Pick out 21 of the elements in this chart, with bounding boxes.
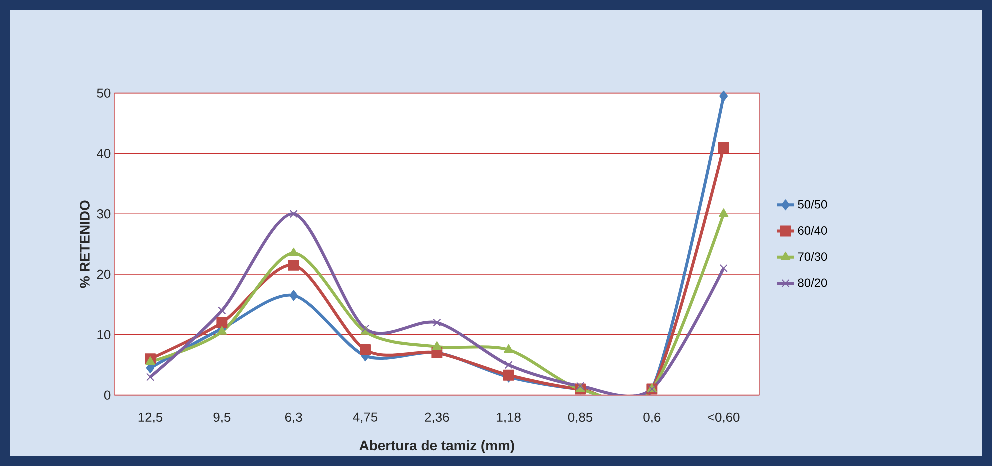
y-tick-label: 40 (97, 149, 111, 158)
legend-label: 50/50 (798, 200, 828, 209)
y-axis-title: % RETENIDO (80, 200, 90, 288)
legend-label: 80/20 (798, 278, 828, 288)
legend-label: 60/40 (798, 226, 828, 235)
x-tick-label: 0,6 (644, 412, 661, 424)
x-tick-label: 2,36 (425, 412, 450, 424)
x-tick-label: 9,5 (214, 412, 231, 424)
x-axis-title: Abertura de tamiz (mm) (360, 440, 514, 454)
x-tick-label: 1,18 (497, 412, 521, 424)
legend-label: 70/30 (798, 252, 828, 262)
y-tick-label: 50 (97, 88, 111, 98)
y-tick-label: 20 (97, 270, 111, 280)
y-tick-label: 10 (98, 330, 111, 340)
x-tick-label: 0,85 (568, 412, 593, 424)
x-tick-label: 6,3 (285, 412, 302, 424)
x-tick-label: 12,5 (138, 412, 163, 424)
y-tick-label: 30 (97, 210, 111, 219)
y-tick-label: 0 (104, 390, 111, 400)
x-tick-label: <0,60 (708, 412, 740, 424)
x-tick-label: 4,75 (353, 412, 378, 424)
